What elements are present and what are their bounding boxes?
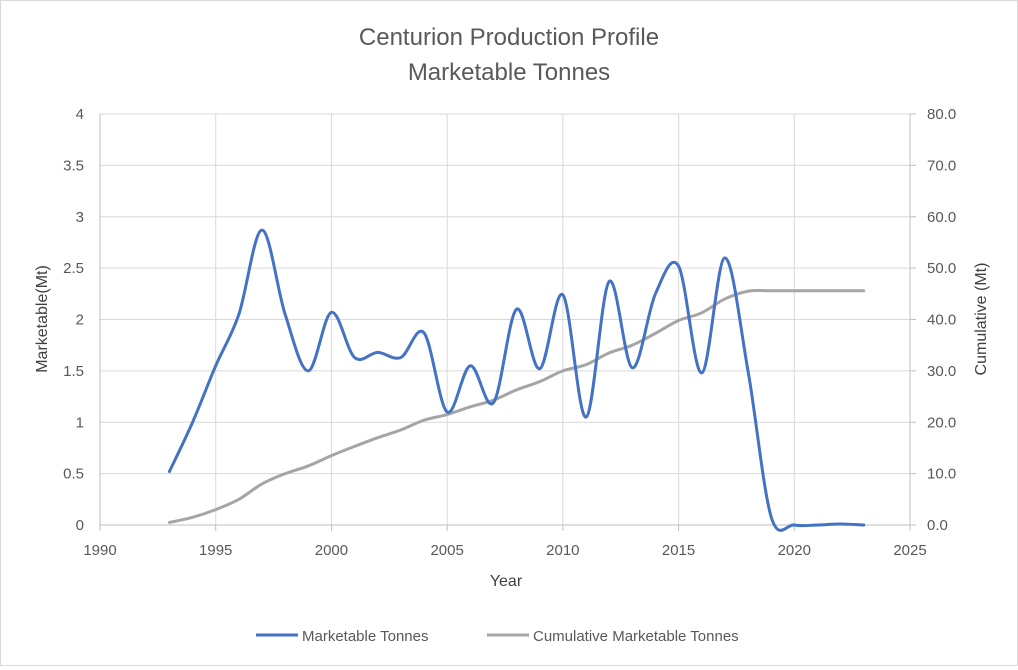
y-tick-label: 2 (76, 312, 84, 329)
series-line-cumulative (169, 290, 863, 522)
y2-tick-label: 80.0 (927, 106, 956, 123)
y-axis-title: Marketable(Mt) (34, 265, 51, 373)
y2-tick-label: 40.0 (927, 312, 956, 329)
y-tick-label: 2.5 (63, 260, 84, 277)
y-tick-label: 0 (76, 517, 84, 534)
x-tick-label: 2020 (778, 542, 811, 559)
y2-tick-label: 10.0 (927, 466, 956, 483)
chart-title-line-2: Marketable Tonnes (408, 59, 610, 86)
plot-series (169, 230, 863, 530)
gridlines (100, 114, 910, 525)
x-tick-label: 2010 (546, 542, 579, 559)
y-tick-label: 4 (76, 106, 84, 123)
x-tick-label: 2000 (315, 542, 348, 559)
legend-label-marketable: Marketable Tonnes (302, 628, 428, 645)
legend: Marketable Tonnes Cumulative Marketable … (256, 628, 739, 645)
chart-title-line-1: Centurion Production Profile (359, 24, 659, 51)
legend-label-cumulative: Cumulative Marketable Tonnes (533, 628, 739, 645)
series-line-cumulative-points (169, 291, 863, 523)
axes (100, 114, 916, 531)
x-tick-label: 2015 (662, 542, 695, 559)
y-tick-label: 3 (76, 209, 84, 226)
y-tick-label: 0.5 (63, 466, 84, 483)
x-tick-label: 2005 (430, 542, 463, 559)
series-line-marketable (169, 230, 863, 530)
y2-tick-label: 30.0 (927, 363, 956, 380)
y-tick-label: 1 (76, 414, 84, 431)
series-line-marketable-points (169, 230, 863, 525)
y-tick-label: 3.5 (63, 157, 84, 174)
y2-tick-label: 70.0 (927, 157, 956, 174)
y2-tick-label: 20.0 (927, 414, 956, 431)
y2-tick-label: 50.0 (927, 260, 956, 277)
y2-axis-title: Cumulative (Mt) (973, 263, 990, 376)
x-tick-label: 1995 (199, 542, 232, 559)
y-tick-label: 1.5 (63, 363, 84, 380)
x-axis-title: Year (490, 573, 523, 590)
y2-tick-label: 60.0 (927, 209, 956, 226)
x-tick-label: 2025 (893, 542, 926, 559)
y2-tick-label: 0.0 (927, 517, 948, 534)
x-tick-label: 1990 (83, 542, 116, 559)
